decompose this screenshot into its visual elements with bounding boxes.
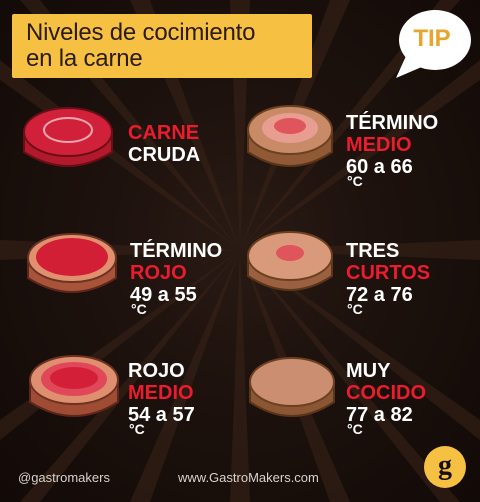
level-rare-line2: ROJO bbox=[130, 262, 187, 284]
title-line-2: en la carne bbox=[26, 45, 143, 72]
level-rare-line1: TÉRMINO bbox=[130, 240, 223, 262]
level-medium-well-temp: 72 a 76 bbox=[346, 284, 413, 306]
logo-letter: g bbox=[438, 450, 452, 481]
level-rare-temp: 49 a 55 bbox=[130, 284, 197, 306]
meat-medium-well-icon bbox=[247, 231, 333, 291]
level-well-done-label: MUY COCIDO 77 a 82 °C bbox=[346, 360, 426, 448]
level-medium-well-line1: TRES bbox=[346, 240, 400, 262]
meat-rare-icon bbox=[27, 233, 117, 293]
level-rare-label: TÉRMINO ROJO 49 a 55 °C bbox=[130, 240, 222, 328]
level-medium-well-line2: CURTOS bbox=[346, 262, 431, 284]
level-medium-rare-temp: 54 a 57 bbox=[128, 404, 195, 426]
level-medium-temp: 60 a 66 bbox=[346, 156, 413, 178]
meat-medium-rare-icon bbox=[29, 355, 119, 417]
level-raw-line2: CRUDA bbox=[128, 144, 201, 166]
degree-unit: °C bbox=[347, 173, 363, 189]
degree-unit: °C bbox=[347, 421, 363, 437]
level-medium-rare-label: ROJO MEDIO 54 a 57 °C bbox=[128, 360, 195, 448]
meat-medium-icon bbox=[247, 105, 333, 167]
social-handle: @gastromakers bbox=[18, 470, 110, 485]
title-banner: Niveles de cocimiento en la carne bbox=[12, 14, 312, 78]
tip-label: TIP bbox=[413, 25, 451, 52]
title-line-1: Niveles de cocimiento bbox=[26, 19, 256, 46]
level-medium-well-label: TRES CURTOS 72 a 76 °C bbox=[346, 240, 430, 328]
level-medium-line2: MEDIO bbox=[346, 134, 412, 156]
website-link: www.GastroMakers.com bbox=[178, 470, 319, 485]
level-well-done-line1: MUY bbox=[346, 360, 391, 382]
level-medium-line1: TÉRMINO bbox=[346, 112, 439, 134]
level-medium-rare-line2: MEDIO bbox=[128, 382, 194, 404]
degree-unit: °C bbox=[129, 421, 145, 437]
level-medium-label: TÉRMINO MEDIO 60 a 66 °C bbox=[346, 112, 438, 200]
level-medium-rare-line1: ROJO bbox=[128, 360, 185, 382]
degree-unit: °C bbox=[347, 301, 363, 317]
level-well-done-line2: COCIDO bbox=[346, 382, 426, 404]
level-raw-label: CARNE CRUDA bbox=[128, 122, 200, 166]
meat-well-done-icon bbox=[249, 357, 335, 417]
meat-raw-icon bbox=[23, 107, 113, 167]
degree-unit: °C bbox=[131, 301, 147, 317]
tip-bubble-icon bbox=[396, 10, 471, 78]
gastromakers-logo: g bbox=[424, 446, 466, 488]
level-well-done-temp: 77 a 82 bbox=[346, 404, 413, 426]
level-raw-line1: CARNE bbox=[128, 122, 200, 144]
